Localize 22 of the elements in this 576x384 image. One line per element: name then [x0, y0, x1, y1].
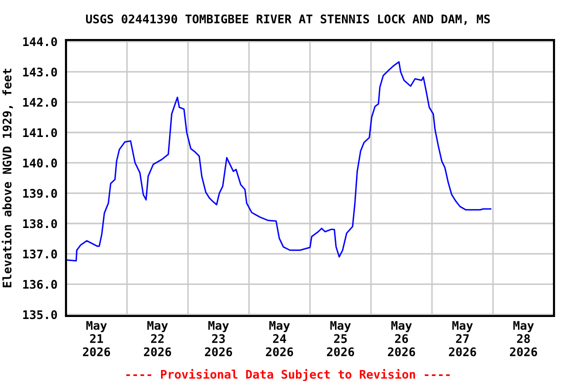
x-tick-label: May 21 2026 — [82, 321, 110, 356]
x-tick-label: May 28 2026 — [510, 321, 538, 356]
y-tick-label: 139.0 — [23, 188, 57, 198]
x-tick-label: May 23 2026 — [204, 321, 232, 356]
y-tick-label: 143.0 — [23, 68, 57, 76]
y-tick-label: 140.0 — [23, 158, 57, 168]
y-axis-title: Elevation above NGVD 1929, feet — [2, 68, 13, 288]
text: ---- Provisional Data Subject to Revision ---- — [126, 368, 450, 382]
x-tick-label: May 22 2026 — [144, 321, 172, 356]
chart-title: USGS 02441390 TOMBIGBEE RIVER AT STENNIS LOCK AND DAM, MS — [86, 14, 490, 25]
y-tick-label: 137.0 — [23, 250, 57, 258]
x-tick-label: May 25 2026 — [326, 321, 354, 356]
y-tick-label: 142.0 — [23, 98, 57, 107]
line-series — [66, 61, 492, 262]
y-tick-label: 136.0 — [23, 280, 57, 289]
x-tick-label: May 26 2026 — [388, 321, 416, 356]
y-tick-label: 141.0 — [23, 128, 57, 138]
y-tick-label: 144.0 — [23, 37, 57, 46]
y-tick-label: 135.0 — [23, 310, 57, 320]
y-tick-label: 138.0 — [23, 219, 57, 228]
x-tick-label: May 27 2026 — [448, 321, 476, 356]
x-tick-label: May 24 2026 — [266, 321, 294, 356]
